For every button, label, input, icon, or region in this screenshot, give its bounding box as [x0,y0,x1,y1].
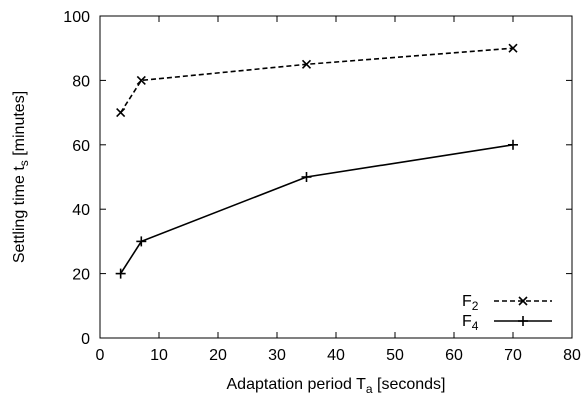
x-tick-label: 10 [150,347,168,364]
legend-label: F2 [462,293,479,313]
y-axis-label-suffix: [minutes] [11,91,28,160]
y-axis-label-main: Settling time t [11,166,28,263]
y-tick-label: 80 [72,73,90,90]
y-tick-label: 20 [72,267,90,284]
series-f4-point [136,236,147,247]
legend-item-f4: F4 [462,313,552,333]
x-axis-label-subscript: a [366,382,373,395]
x-tick-label: 40 [327,347,345,364]
series-f2-line [119,47,514,114]
x-tick-label: 80 [563,347,581,364]
ticks: 0 10 20 30 40 50 60 70 80 0 20 40 60 80 100 [63,9,581,364]
legend-label: F4 [462,313,479,333]
y-tick-label: 40 [72,202,90,219]
y-tick-label: 0 [81,331,90,348]
legend-label-subscript: 4 [472,319,479,333]
legend-label-main: F [462,293,472,310]
y-axis-label-subscript: s [17,160,31,166]
marker-stroke [518,296,528,306]
x-tick-label: 70 [504,347,522,364]
series-f4 [115,139,518,279]
x-tick-label: 50 [386,347,404,364]
series-f2-point [301,59,312,69]
series-f2-point [116,108,126,118]
legend-marker [518,316,528,326]
marker-stroke [301,59,312,69]
legend-label-subscript: 2 [472,299,479,313]
plot-frame [99,15,573,339]
marker-stroke [116,108,126,118]
x-tick-label: 30 [268,347,286,364]
series [115,43,518,279]
series-f2-point [508,43,518,53]
y-tick-label: 100 [63,9,90,26]
x-tick-label: 60 [445,347,463,364]
x-axis-label-main: Adaptation period T [227,376,367,393]
series-f2-point [136,75,146,85]
series-f2 [116,43,518,118]
series-f4-point [508,139,518,150]
x-tick-label: 20 [209,347,227,364]
marker-stroke [508,43,518,53]
series-f4-point [115,268,126,279]
series-f4-point [301,172,312,182]
x-tick-label: 0 [96,347,105,364]
series-f4-line [119,144,514,275]
legend-marker [518,296,528,306]
y-tick-label: 60 [72,138,90,155]
marker-stroke [136,75,146,85]
axis-labels: Adaptation period Ta [seconds] Settling … [11,91,445,395]
y-axis-label: Settling time ts [minutes] [11,91,31,263]
x-axis-label: Adaptation period Ta [seconds] [227,376,446,395]
x-axis-label-suffix: [seconds] [373,376,446,393]
legend-label-main: F [462,313,472,330]
legend-item-f2: F2 [462,293,552,313]
axes [99,15,573,339]
